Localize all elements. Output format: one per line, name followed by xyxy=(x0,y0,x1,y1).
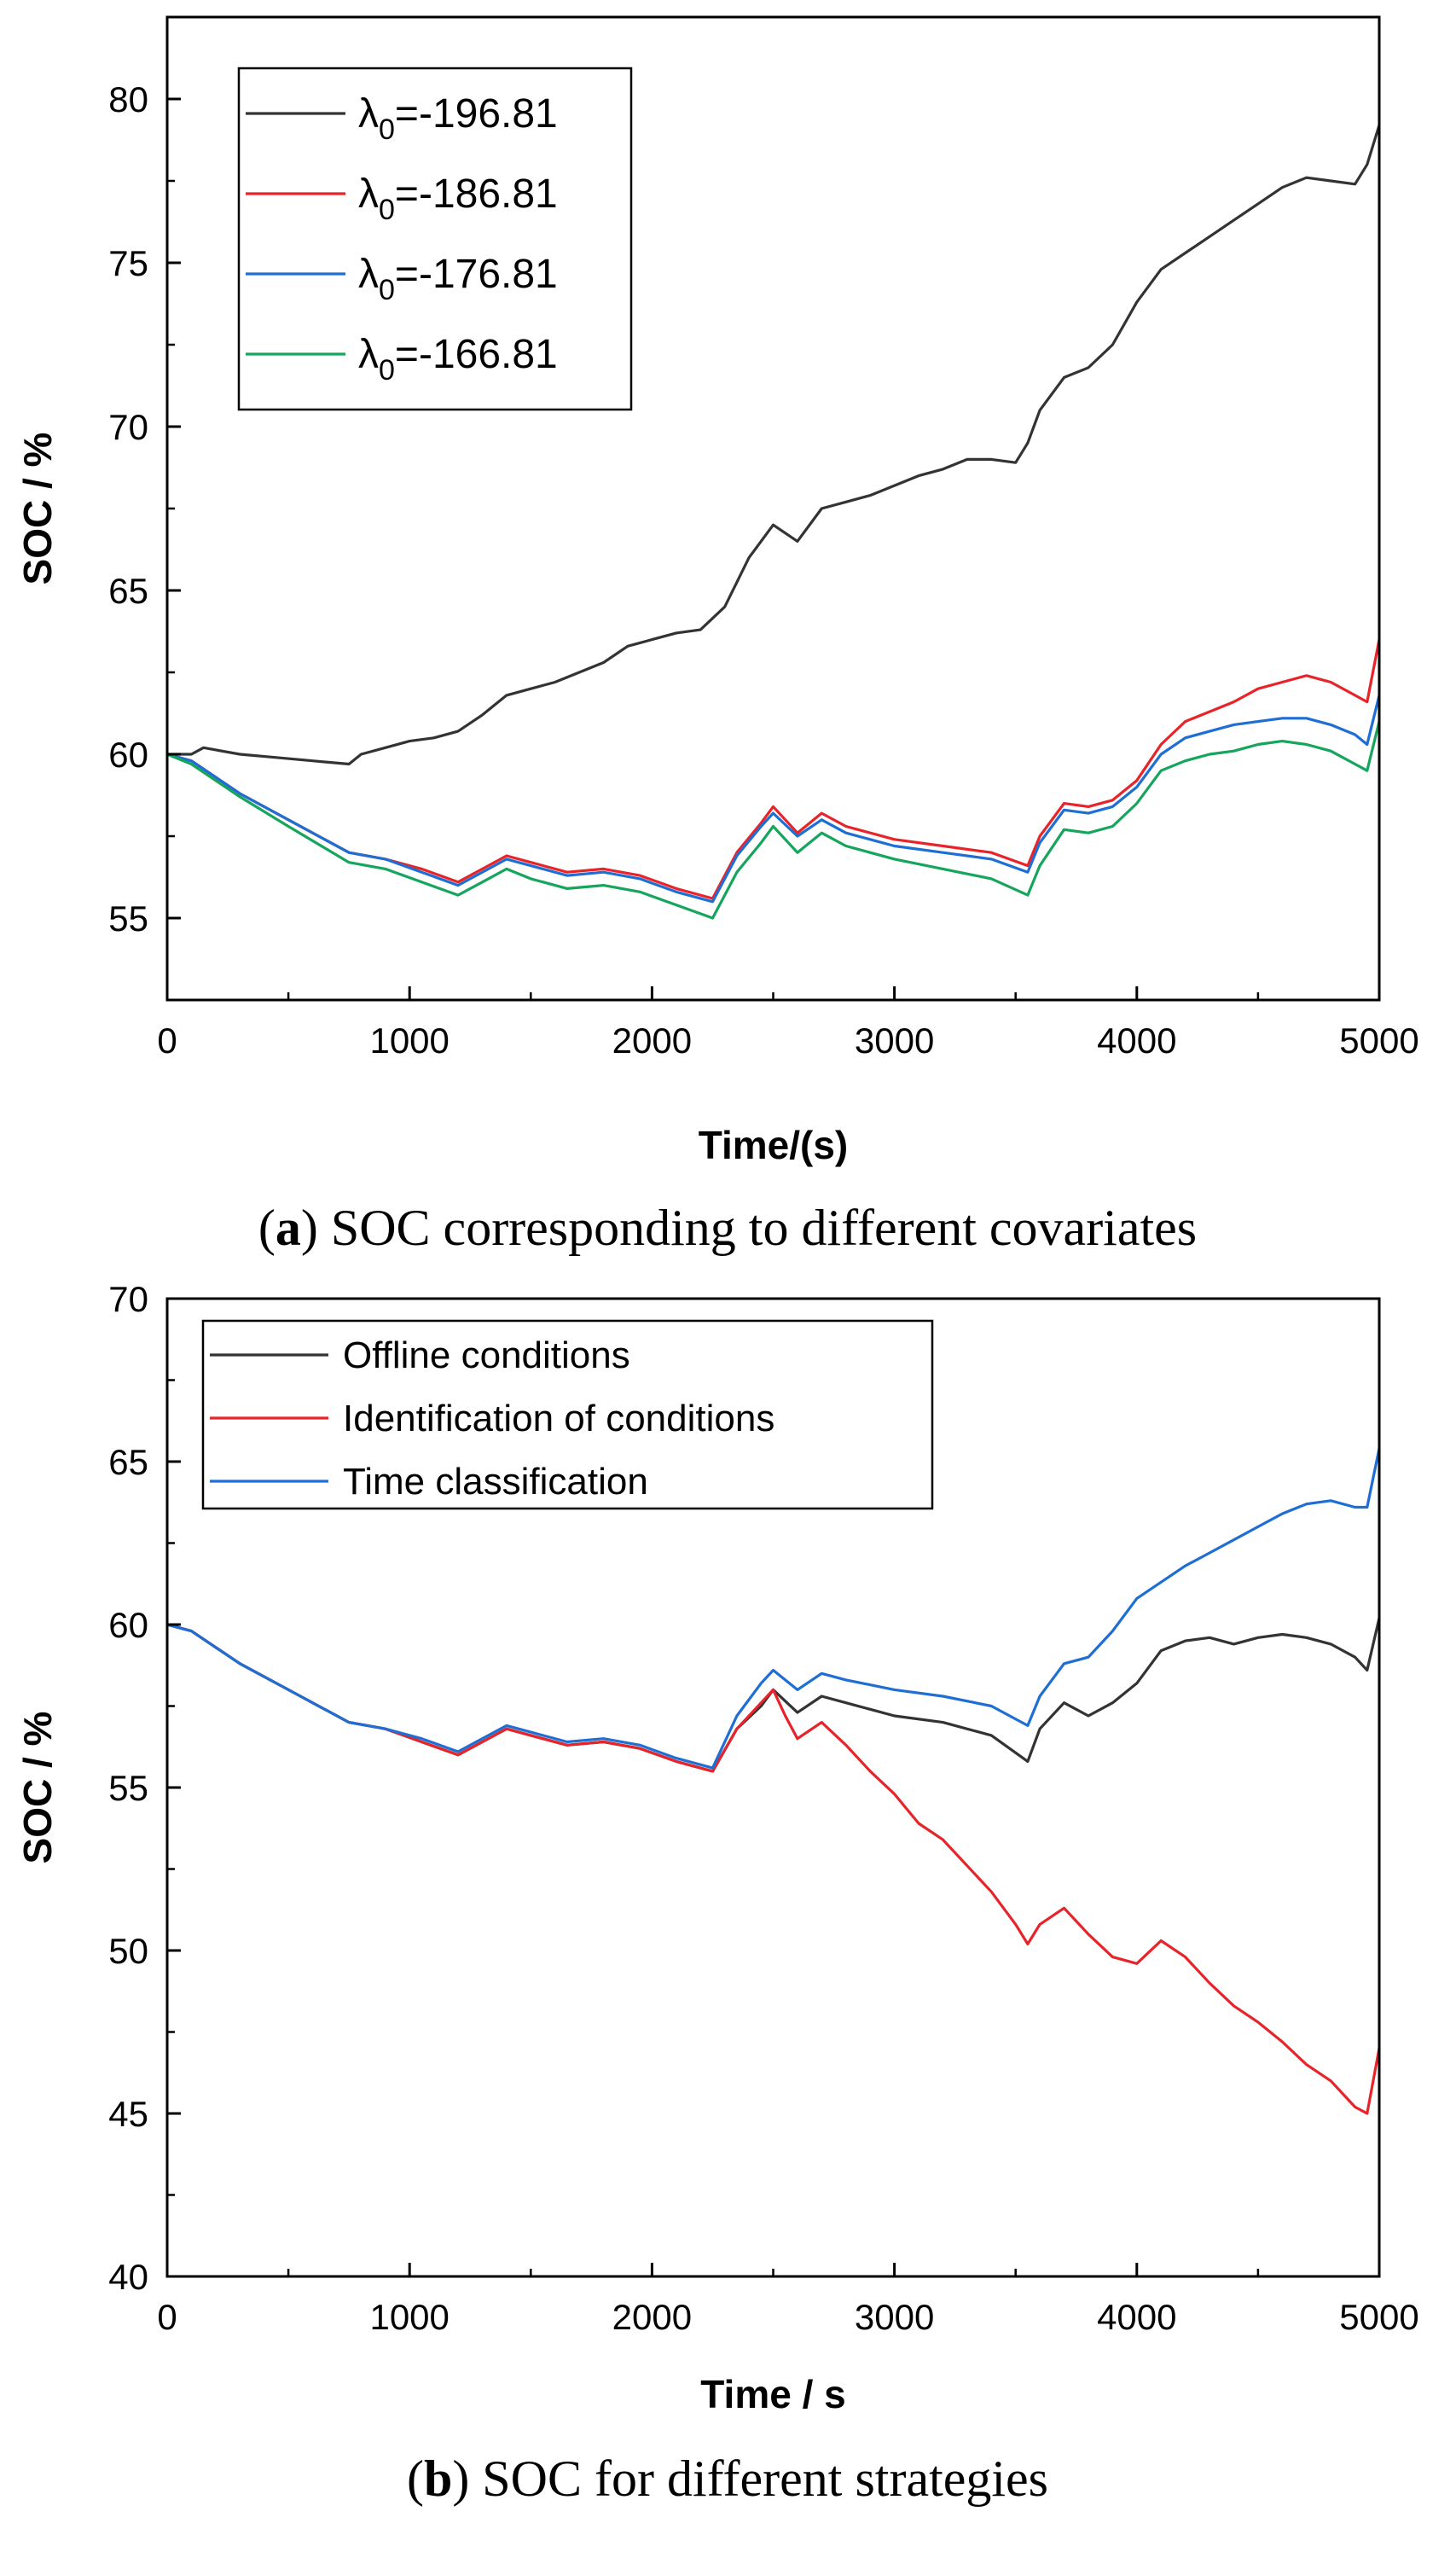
y-tick-label: 80 xyxy=(108,79,148,119)
x-tick-label: 5000 xyxy=(1339,2297,1418,2337)
x-tick-label: 1000 xyxy=(369,1020,449,1061)
y-tick-label: 65 xyxy=(108,1442,148,1482)
series-line-2 xyxy=(167,639,1379,900)
y-tick-label: 55 xyxy=(108,1768,148,1808)
y-tick-label: 55 xyxy=(108,898,148,939)
series-line-3 xyxy=(167,695,1379,904)
chart-panel-b: 0 1000 2000 3000 4000 5000 40 45 50 55 60 65 70 Time … xyxy=(15,1279,1419,2507)
series-line-4 xyxy=(167,721,1379,920)
y-tick-label: 70 xyxy=(108,1279,148,1319)
x-tick-label: 3000 xyxy=(855,1020,934,1061)
y-axis-title: SOC / % xyxy=(15,1712,60,1864)
legend: λ0=-196.81 λ0=-186.81 λ0=-176.81 λ0=-166.81 xyxy=(237,67,633,411)
x-tick-label: 4000 xyxy=(1097,2297,1176,2337)
legend-entry: λ0=-186.81 xyxy=(358,172,558,226)
series-line-1 xyxy=(167,1618,1379,1773)
x-tick-label: 0 xyxy=(157,1020,177,1061)
x-tick-label: 0 xyxy=(157,2297,177,2337)
x-tick-label: 2000 xyxy=(612,1020,692,1061)
y-tick-label: 50 xyxy=(108,1931,148,1971)
series-line-2 xyxy=(167,1623,1379,2115)
x-tick-label: 5000 xyxy=(1339,1020,1418,1061)
legend: Offline conditions Identification of cond… xyxy=(201,1319,934,1510)
y-tick-label: 70 xyxy=(108,407,148,447)
figure-caption: (a) SOC corresponding to different covar… xyxy=(258,1200,1197,1256)
legend-entry: Time classification xyxy=(343,1461,648,1503)
x-tick-label: 1000 xyxy=(369,2297,449,2337)
y-tick-label: 40 xyxy=(108,2257,148,2297)
y-tick-label: 65 xyxy=(108,571,148,611)
series-line-3 xyxy=(167,1448,1379,1770)
legend-entry: λ0=-176.81 xyxy=(358,252,558,306)
y-tick-label: 75 xyxy=(108,243,148,283)
figure-caption: (b) SOC for different strategies xyxy=(407,2450,1048,2507)
y-tick-label: 60 xyxy=(108,735,148,775)
x-axis-title: Time / s xyxy=(700,2372,845,2416)
x-tick-label: 2000 xyxy=(612,2297,692,2337)
x-tick-label: 4000 xyxy=(1097,1020,1176,1061)
y-axis-title: SOC / % xyxy=(15,433,60,585)
y-tick-label: 45 xyxy=(108,2094,148,2134)
legend-entry: Offline conditions xyxy=(343,1334,630,1376)
chart-panel-a: 0 1000 2000 3000 4000 5000 55 60 65 70 75 80 Time/(s… xyxy=(15,15,1419,1256)
legend-entry: λ0=-196.81 xyxy=(358,91,558,146)
y-tick-label: 60 xyxy=(108,1605,148,1645)
x-axis-title: Time/(s) xyxy=(699,1123,849,1167)
legend-entry: Identification of conditions xyxy=(343,1398,774,1439)
legend-box xyxy=(237,67,633,411)
series-line-1 xyxy=(167,125,1379,766)
legend-box xyxy=(201,1319,934,1510)
legend-entry: λ0=-166.81 xyxy=(358,332,558,387)
x-tick-label: 3000 xyxy=(855,2297,934,2337)
